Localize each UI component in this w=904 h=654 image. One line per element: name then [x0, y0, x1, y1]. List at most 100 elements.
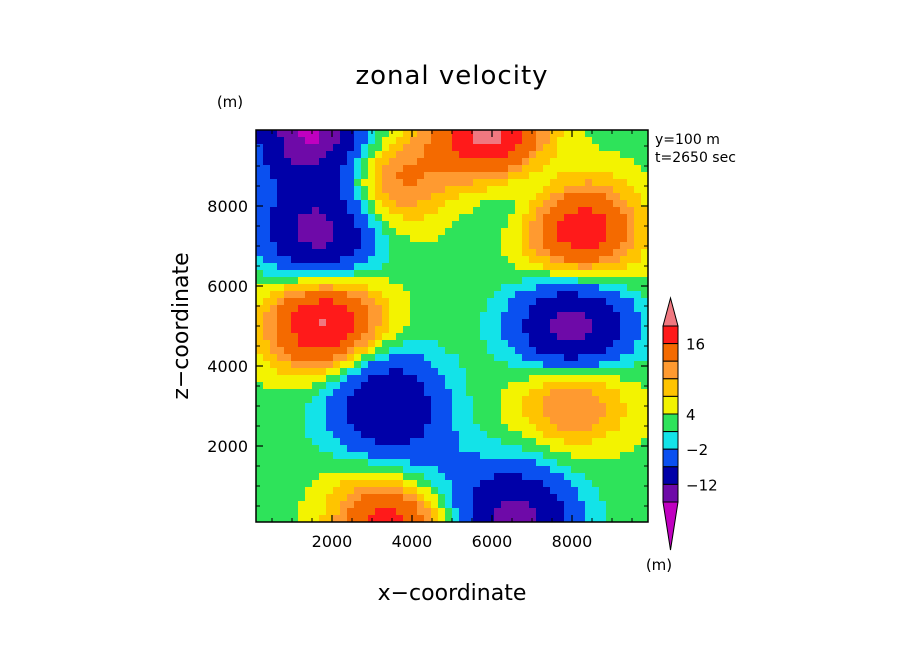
contour-cell	[361, 368, 369, 376]
contour-cell	[319, 389, 327, 397]
contour-cell	[466, 396, 474, 404]
contour-cell	[424, 501, 432, 509]
contour-cell	[466, 172, 474, 180]
contour-cell	[599, 242, 607, 250]
contour-cell	[564, 431, 572, 439]
contour-cell	[382, 130, 390, 138]
contour-cell	[571, 375, 579, 383]
contour-cell	[494, 151, 502, 159]
contour-cell	[263, 494, 271, 502]
contour-cell	[522, 382, 530, 390]
contour-cell	[319, 494, 327, 502]
contour-cell	[277, 179, 285, 187]
contour-cell	[620, 193, 628, 201]
contour-cell	[277, 340, 285, 348]
contour-cell	[529, 382, 537, 390]
contour-cell	[606, 172, 614, 180]
contour-cell	[347, 305, 355, 313]
contour-cell	[312, 452, 320, 460]
contour-cell	[599, 235, 607, 243]
contour-cell	[298, 508, 306, 516]
contour-cell	[480, 508, 488, 516]
contour-cell	[284, 459, 292, 467]
contour-cell	[263, 228, 271, 236]
contour-cell	[480, 389, 488, 397]
contour-cell	[340, 186, 348, 194]
contour-cell	[522, 228, 530, 236]
contour-cell	[571, 326, 579, 334]
contour-cell	[361, 403, 369, 411]
contour-cell	[410, 354, 418, 362]
contour-cell	[319, 340, 327, 348]
contour-cell	[326, 452, 334, 460]
contour-cell	[459, 431, 467, 439]
contour-cell	[305, 410, 313, 418]
colorbar-bin	[662, 378, 679, 397]
contour-cell	[578, 284, 586, 292]
contour-cell	[473, 200, 481, 208]
contour-cell	[557, 270, 565, 278]
contour-cell	[508, 487, 516, 495]
contour-cell	[333, 193, 341, 201]
contour-cell	[445, 207, 453, 215]
contour-cell	[599, 487, 607, 495]
contour-cell	[592, 158, 600, 166]
contour-cell	[620, 326, 628, 334]
contour-cell	[361, 382, 369, 390]
contour-cell	[312, 445, 320, 453]
contour-cell	[382, 431, 390, 439]
contour-cell	[508, 193, 516, 201]
contour-cell	[571, 368, 579, 376]
contour-cell	[347, 137, 355, 145]
contour-cell	[550, 508, 558, 516]
contour-cell	[627, 172, 635, 180]
contour-cell	[536, 263, 544, 271]
contour-cell	[382, 368, 390, 376]
contour-cell	[613, 256, 621, 264]
contour-cell	[571, 151, 579, 159]
contour-cell	[333, 438, 341, 446]
contour-cell	[382, 249, 390, 257]
contour-cell	[347, 312, 355, 320]
contour-cell	[431, 137, 439, 145]
contour-cell	[627, 368, 635, 376]
contour-cell	[354, 186, 362, 194]
contour-cell	[333, 445, 341, 453]
contour-cell	[354, 256, 362, 264]
contour-cell	[571, 515, 579, 522]
contour-cell	[494, 382, 502, 390]
contour-cell	[550, 228, 558, 236]
contour-cell	[585, 515, 593, 522]
contour-cell	[438, 312, 446, 320]
contour-cell	[389, 508, 397, 516]
contour-cell	[529, 319, 537, 327]
contour-cell	[375, 277, 383, 285]
contour-cell	[592, 431, 600, 439]
contour-cell	[557, 431, 565, 439]
contour-cell	[382, 291, 390, 299]
contour-cell	[641, 291, 648, 299]
contour-cell	[396, 438, 404, 446]
contour-cell	[277, 235, 285, 243]
contour-cell	[585, 270, 593, 278]
contour-cell	[564, 249, 572, 257]
contour-cell	[501, 459, 509, 467]
contour-cell	[452, 319, 460, 327]
contour-cell	[263, 186, 271, 194]
contour-cell	[620, 396, 628, 404]
contour-cell	[515, 347, 523, 355]
contour-cell	[459, 494, 467, 502]
contour-cell	[417, 291, 425, 299]
contour-cell	[480, 494, 488, 502]
contour-cell	[494, 396, 502, 404]
contour-cell	[410, 193, 418, 201]
contour-cell	[340, 389, 348, 397]
contour-cell	[592, 424, 600, 432]
contour-cell	[389, 214, 397, 222]
contour-cell	[389, 347, 397, 355]
contour-cell	[592, 151, 600, 159]
contour-cell	[361, 515, 369, 522]
contour-cell	[536, 347, 544, 355]
contour-cell	[599, 466, 607, 474]
contour-cell	[382, 186, 390, 194]
